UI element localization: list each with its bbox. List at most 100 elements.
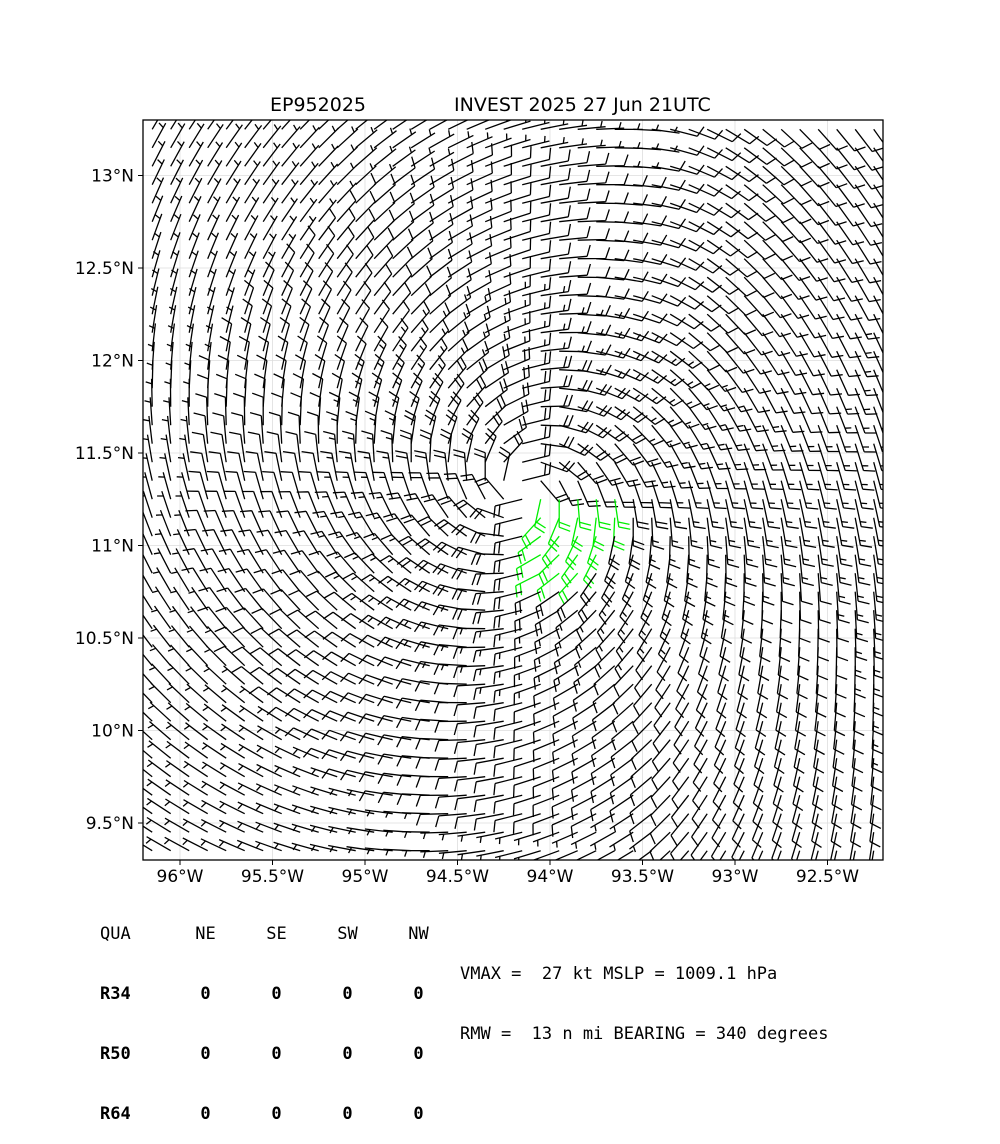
wind-barb <box>484 361 510 389</box>
wind-barb <box>854 276 881 303</box>
wind-barb <box>540 436 575 449</box>
wind-barb <box>146 778 172 796</box>
wind-barb <box>654 683 671 718</box>
wind-barb <box>219 335 231 370</box>
wind-barb <box>712 776 727 811</box>
wind-barb <box>792 776 804 812</box>
wind-barb <box>182 818 209 833</box>
wind-barb <box>221 665 246 685</box>
wind-barb <box>873 295 883 316</box>
wind-barb <box>291 823 319 833</box>
wind-barb <box>287 411 301 444</box>
wind-barb <box>706 424 733 451</box>
wind-barb <box>170 232 181 259</box>
wind-barb <box>143 472 153 500</box>
wind-barb <box>466 143 494 167</box>
wind-barb <box>231 646 264 667</box>
wind-barb <box>649 831 671 860</box>
wind-barb <box>177 453 190 481</box>
wind-barb <box>651 237 687 249</box>
wind-barb <box>248 686 283 704</box>
wind-barb <box>186 644 209 667</box>
wind-barb <box>688 406 717 431</box>
wind-barb <box>434 739 467 752</box>
wind-barb <box>711 813 727 848</box>
wind-barb <box>472 665 504 682</box>
wind-barb <box>291 804 319 815</box>
wind-barb <box>629 794 653 825</box>
wind-barb <box>190 451 209 481</box>
wind-barb <box>299 120 311 130</box>
wind-barb <box>244 214 259 241</box>
wind-barb <box>854 184 883 209</box>
wind-barb <box>214 626 246 648</box>
wind-barb <box>484 428 497 463</box>
wind-barb <box>815 665 828 699</box>
wind-barb <box>614 499 631 530</box>
wind-barb <box>341 592 375 611</box>
wind-barb <box>336 244 354 278</box>
wind-barb <box>151 586 172 611</box>
wind-barb <box>836 517 854 548</box>
wind-barb <box>447 214 474 241</box>
wind-barb <box>725 461 747 490</box>
wind-barb <box>688 424 715 450</box>
wind-barb <box>799 517 817 549</box>
wind-barb <box>552 739 578 764</box>
wind-barb <box>143 490 153 518</box>
wind-barb <box>799 536 816 568</box>
wind-barb <box>799 295 827 320</box>
wind-barb <box>474 477 505 500</box>
wind-barb <box>773 758 784 793</box>
wind-barb <box>762 332 791 357</box>
wind-barb <box>310 767 338 778</box>
wind-barb <box>207 123 224 149</box>
wind-barb <box>811 813 822 848</box>
wind-barb <box>688 184 723 197</box>
wind-barb <box>559 226 591 241</box>
wind-barb <box>188 141 204 167</box>
wind-barb <box>493 683 523 703</box>
wind-barb <box>238 724 264 741</box>
wind-barb <box>143 653 153 667</box>
storm-id-title: EP952025 <box>270 94 366 116</box>
wind-barb <box>484 326 511 352</box>
wind-barb <box>358 751 393 763</box>
wind-barb <box>577 228 611 241</box>
wind-barb <box>225 123 243 149</box>
wind-barb <box>669 517 684 550</box>
wind-barb <box>287 609 320 630</box>
wind-barb <box>355 317 369 352</box>
wind-barb <box>631 720 653 752</box>
wind-barb <box>852 850 856 860</box>
wind-barb <box>743 276 775 298</box>
row-label: R34 <box>100 984 131 1004</box>
wind-barb <box>760 610 772 644</box>
wind-barb <box>503 292 531 315</box>
wind-barb <box>299 280 313 315</box>
wind-barb <box>873 221 883 239</box>
wind-barb <box>187 606 209 630</box>
wind-barb <box>651 179 686 191</box>
wind-barb <box>780 554 795 587</box>
wind-barb <box>570 776 597 802</box>
wind-barb <box>706 406 734 432</box>
wind-barb <box>373 227 395 260</box>
wind-barb <box>303 728 338 741</box>
wind-barb <box>245 451 264 481</box>
wind-barb <box>713 739 727 774</box>
wind-barb <box>651 276 687 288</box>
wind-barb <box>262 124 282 149</box>
wind-barb <box>513 665 541 688</box>
wind-barb <box>791 795 803 830</box>
wind-barb <box>694 702 708 737</box>
wind-barb <box>632 424 664 446</box>
wind-barb <box>143 510 153 537</box>
wind-barb <box>836 239 864 265</box>
wind-barb <box>849 832 856 860</box>
wind-barb <box>361 430 375 463</box>
wind-barb <box>762 554 776 587</box>
wind-barb <box>706 517 723 549</box>
wind-barb <box>395 450 412 481</box>
wind-barb <box>213 645 246 667</box>
